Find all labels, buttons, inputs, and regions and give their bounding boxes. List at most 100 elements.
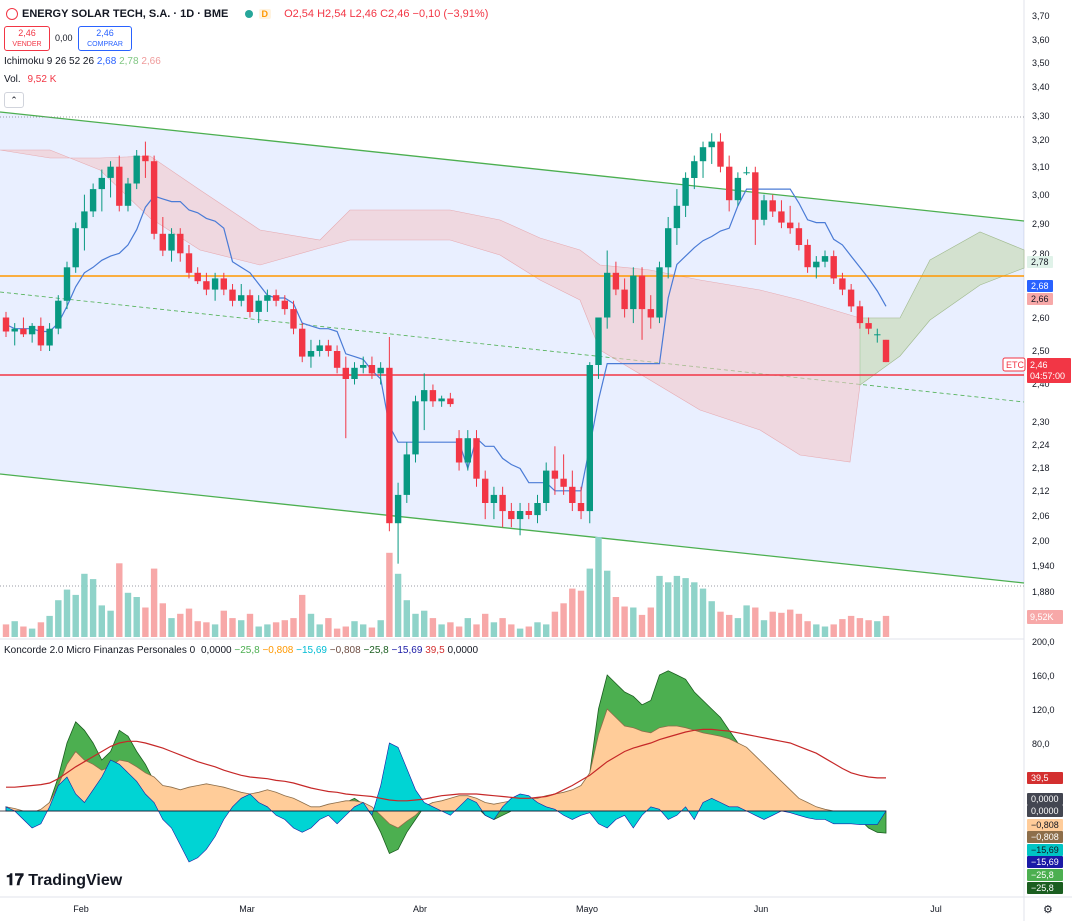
volume-bar bbox=[194, 621, 201, 637]
candle bbox=[708, 133, 715, 164]
price-tick-label: 3,10 bbox=[1032, 162, 1050, 172]
candle bbox=[20, 317, 27, 338]
candle bbox=[691, 155, 698, 190]
price-tick-label: 2,18 bbox=[1032, 463, 1050, 473]
volume-bar bbox=[586, 568, 593, 637]
osc-tag bbox=[1027, 844, 1063, 856]
price-tick-label: 1,940 bbox=[1032, 561, 1055, 571]
volume-bar bbox=[569, 588, 576, 637]
candle-body bbox=[46, 328, 53, 346]
candle-body bbox=[813, 261, 820, 268]
candle-body bbox=[551, 470, 559, 479]
sell-button[interactable]: 2,46 VENDER bbox=[4, 26, 50, 51]
candle bbox=[421, 373, 428, 431]
candle-body bbox=[752, 172, 759, 220]
candle bbox=[133, 150, 140, 190]
candle-body bbox=[429, 390, 437, 402]
volume-bar bbox=[238, 620, 245, 637]
candle bbox=[865, 317, 872, 335]
candle-body bbox=[856, 306, 864, 324]
volume-bar bbox=[333, 628, 341, 637]
candle bbox=[264, 289, 271, 312]
volume-bar bbox=[813, 624, 820, 637]
price-tick-label: 1,880 bbox=[1032, 587, 1055, 597]
price-tag-label: 2,78 bbox=[1031, 257, 1049, 267]
candle bbox=[882, 339, 890, 363]
volume-legend[interactable]: Vol. 9,52 K bbox=[4, 74, 56, 85]
settings-gear-icon[interactable]: ⚙ bbox=[1043, 904, 1053, 916]
koncorde-value-1: 0,0000 bbox=[201, 645, 232, 656]
candle-body bbox=[586, 365, 593, 512]
ichimoku-value-3: 2,66 bbox=[141, 56, 161, 67]
symbol-title: ENERGY SOLAR TECH, S.A. · 1D · BME bbox=[22, 8, 229, 20]
candle-body bbox=[377, 367, 384, 374]
candle-body bbox=[333, 351, 341, 368]
volume-bar bbox=[63, 589, 71, 637]
candle-body bbox=[272, 295, 280, 301]
candle bbox=[290, 300, 297, 335]
candle bbox=[743, 166, 750, 176]
buy-button[interactable]: 2,46 COMPRAR bbox=[78, 26, 132, 51]
candle-body bbox=[656, 267, 663, 318]
candle bbox=[769, 194, 776, 217]
volume-bar bbox=[412, 613, 419, 637]
volume-bar bbox=[403, 600, 410, 637]
candle bbox=[508, 502, 515, 528]
candle bbox=[647, 295, 654, 329]
koncorde-value-4: −15,69 bbox=[296, 645, 327, 656]
volume-bar bbox=[107, 610, 114, 637]
candle bbox=[847, 284, 855, 312]
candle bbox=[142, 141, 149, 178]
candle bbox=[203, 272, 210, 296]
candle bbox=[11, 323, 18, 346]
candle-body bbox=[142, 155, 149, 162]
candle bbox=[386, 337, 393, 532]
volume-bar bbox=[203, 622, 210, 637]
candle bbox=[72, 222, 79, 273]
volume-bar bbox=[604, 570, 611, 637]
volume-bar bbox=[743, 605, 750, 637]
candle bbox=[778, 200, 785, 229]
candle-body bbox=[185, 253, 193, 273]
volume-bar bbox=[72, 594, 79, 637]
candle-body bbox=[847, 289, 855, 307]
volume-bar bbox=[699, 588, 707, 637]
volume-bar bbox=[682, 578, 689, 637]
candle bbox=[168, 228, 175, 262]
osc-tag-label: 0,0000 bbox=[1031, 794, 1059, 804]
candle bbox=[525, 502, 532, 520]
volume-bar bbox=[281, 620, 288, 637]
candle bbox=[630, 267, 637, 324]
volume-tag-label: 9,52K bbox=[1030, 612, 1054, 622]
price-tick-label: 3,20 bbox=[1032, 135, 1050, 145]
osc-tick-label: 160,0 bbox=[1032, 671, 1055, 681]
symbol-header[interactable]: ENERGY SOLAR TECH, S.A. · 1D · BME D O2,… bbox=[6, 8, 488, 21]
volume-bar bbox=[595, 537, 602, 637]
candle bbox=[612, 261, 620, 296]
candle bbox=[394, 482, 402, 564]
candle bbox=[307, 339, 315, 368]
osc-tag-label: −0,808 bbox=[1031, 832, 1059, 842]
volume-bar bbox=[20, 626, 27, 637]
candle-body bbox=[647, 309, 654, 318]
candle-body bbox=[255, 300, 262, 312]
candle-body bbox=[630, 275, 637, 310]
ichimoku-legend[interactable]: Ichimoku 9 26 52 26 2,68 2,78 2,66 bbox=[4, 56, 161, 67]
koncorde-legend[interactable]: Koncorde 2.0 Micro Finanzas Personales 0… bbox=[4, 645, 478, 656]
candle bbox=[464, 430, 471, 471]
collapse-legend-button[interactable]: ⌃ bbox=[4, 92, 24, 108]
volume-bar bbox=[473, 624, 480, 637]
price-tick-label: 2,06 bbox=[1032, 511, 1050, 521]
tradingview-logo[interactable]: 𝟏𝟕 TradingView bbox=[6, 872, 122, 890]
candle-body bbox=[342, 367, 349, 379]
koncorde-value-6: −25,8 bbox=[363, 645, 389, 656]
candle bbox=[429, 384, 437, 407]
time-axis-label: Jun bbox=[754, 904, 769, 914]
candle bbox=[516, 502, 524, 536]
candle-body bbox=[159, 233, 166, 251]
candle bbox=[377, 362, 384, 385]
candle-body bbox=[37, 325, 45, 346]
koncorde-value-2: −25,8 bbox=[234, 645, 260, 656]
candle bbox=[255, 295, 262, 324]
